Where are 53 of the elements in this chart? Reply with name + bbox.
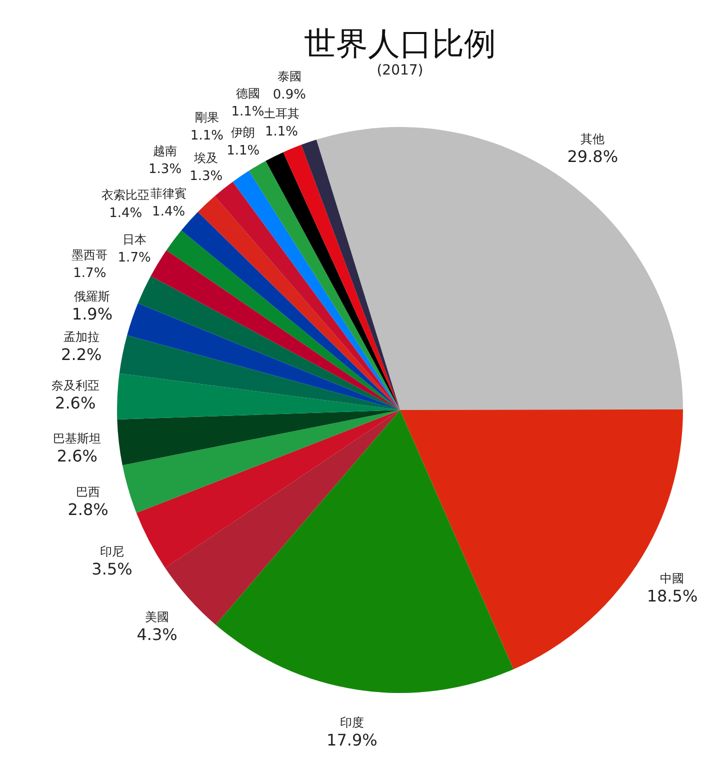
data-label: 1.4% — [152, 204, 186, 220]
slice-label: 其他 — [580, 132, 605, 146]
data-label: 3.5% — [92, 560, 132, 579]
data-label: 1.7% — [118, 250, 151, 266]
slice-label: 中國 — [660, 572, 684, 586]
chart-title: 世界人口比例 — [304, 24, 496, 62]
slice-label: 美國 — [145, 610, 170, 624]
data-label: 1.1% — [264, 124, 298, 140]
slice-label: 巴基斯坦 — [53, 431, 102, 446]
slice-label: 孟加拉 — [63, 330, 100, 344]
slice-label: 菲律賓 — [150, 186, 187, 200]
data-label: 17.9% — [326, 730, 378, 750]
pie-slice — [122, 410, 400, 513]
data-label: 1.4% — [109, 206, 142, 222]
data-label: 1.1% — [226, 143, 260, 158]
data-label: 1.9% — [72, 304, 113, 324]
slice-label: 伊朗 — [231, 125, 256, 140]
slice-label: 泰國 — [277, 69, 302, 84]
data-label: 2.8% — [68, 500, 108, 520]
slice-label: 印度 — [340, 715, 364, 730]
data-label: 2.6% — [55, 393, 96, 412]
slice-label: 巴西 — [76, 485, 100, 500]
data-label: 1.7% — [73, 266, 106, 281]
slice-label: 衣索比亞 — [102, 188, 150, 202]
slice-label: 德國 — [236, 86, 260, 101]
data-label: 1.3% — [190, 168, 223, 184]
pie-slice — [117, 373, 400, 420]
data-label: 1.3% — [148, 162, 182, 178]
data-label: 0.9% — [272, 87, 306, 102]
slice-label: 越南 — [153, 144, 178, 158]
slice-label: 土耳其 — [263, 106, 300, 120]
data-label: 29.8% — [567, 147, 618, 166]
pie-slice — [216, 410, 514, 693]
slice-label: 奈及利亞 — [51, 378, 100, 392]
data-label: 18.5% — [646, 586, 698, 606]
slice-label: 剛果 — [194, 110, 219, 124]
slice-label: 日本 — [122, 232, 146, 246]
pie-slice — [117, 410, 400, 466]
pie-slice — [283, 144, 400, 410]
pie-slice — [301, 140, 400, 410]
slice-label: 俄羅斯 — [74, 290, 110, 304]
pie-slice — [136, 410, 400, 568]
chart-subtitle: (2017) — [376, 62, 424, 78]
slice-label: 墨西哥 — [72, 248, 108, 262]
data-label: 2.6% — [56, 446, 98, 466]
data-label: 1.1% — [190, 128, 224, 144]
data-label: 4.3% — [136, 624, 178, 644]
pie-slice — [150, 250, 400, 410]
slice-label: 印尼 — [100, 544, 124, 559]
data-label: 2.2% — [61, 344, 102, 364]
data-label: 1.1% — [231, 104, 264, 120]
pie-slice — [316, 127, 683, 410]
slice-label: 埃及 — [193, 150, 218, 165]
